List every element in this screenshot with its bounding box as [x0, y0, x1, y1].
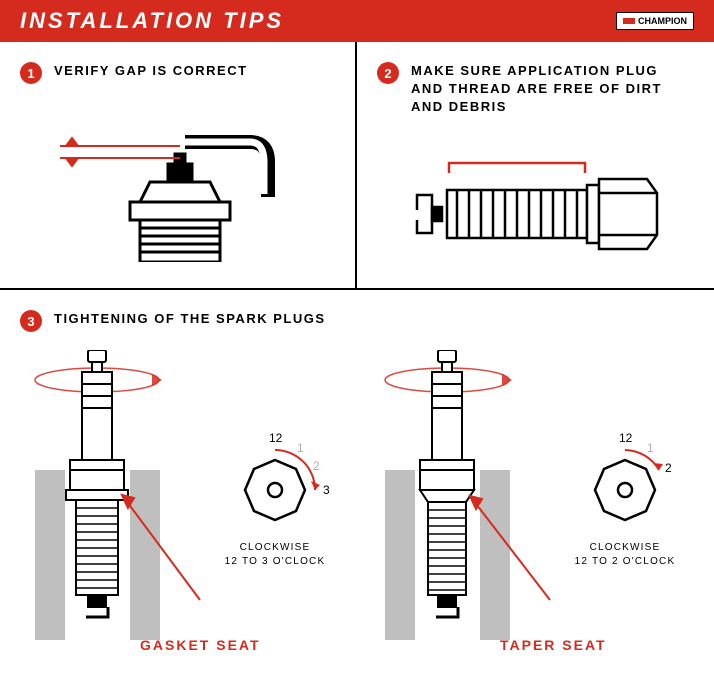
- tick-2: 2: [313, 459, 320, 473]
- page-title: INSTALLATION TIPS: [20, 8, 284, 34]
- panel-step-1: 1 Verify gap is correct: [0, 42, 357, 288]
- tick-1: 1: [297, 441, 304, 455]
- top-row: 1 Verify gap is correct: [0, 42, 714, 290]
- step-number-badge: 2: [377, 62, 399, 84]
- clock-line-2: 12 TO 3 O'CLOCK: [225, 556, 326, 567]
- illustration-thread: [377, 135, 694, 295]
- tick-2: 2: [665, 461, 672, 475]
- gap-svg: [20, 102, 340, 262]
- panel-step-2: 2 Make sure application plug and thread …: [357, 42, 714, 288]
- tick-12: 12: [619, 431, 633, 445]
- tick-3: 3: [323, 483, 330, 497]
- brand-bowtie-icon: [623, 18, 635, 24]
- left-assembly: GASKET SEAT: [35, 350, 261, 653]
- step-head-2: 2 Make sure application plug and thread …: [377, 62, 694, 117]
- right-clock: 12 1 2 CLOCKWISE 12 TO 2 O'CLOCK: [575, 431, 676, 567]
- brand-badge: CHAMPION: [616, 12, 694, 30]
- seat-label-left: GASKET SEAT: [140, 637, 261, 653]
- left-clock: 12 1 2 3 CLOCKWISE 12 TO 3 O'CLOCK: [225, 431, 330, 567]
- grey-block-left: [35, 470, 65, 640]
- right-assembly: TAPER SEAT: [385, 350, 607, 653]
- header-bar: INSTALLATION TIPS CHAMPION: [0, 0, 714, 42]
- step-head-3: 3 Tightening of the spark plugs: [20, 310, 694, 332]
- clock-line-1: CLOCKWISE: [590, 542, 661, 553]
- tightening-svg: GASKET SEAT 12 1 2 3 CLOCKWISE 12 TO 3 O…: [20, 350, 694, 680]
- step-number-badge: 1: [20, 62, 42, 84]
- seat-label-right: TAPER SEAT: [500, 637, 607, 653]
- thread-svg: [377, 135, 697, 295]
- clock-line-1: CLOCKWISE: [240, 542, 311, 553]
- step-title: Verify gap is correct: [54, 62, 248, 80]
- clock-line-2: 12 TO 2 O'CLOCK: [575, 556, 676, 567]
- tick-12: 12: [269, 431, 283, 445]
- step-title: Tightening of the spark plugs: [54, 310, 326, 328]
- step-number-badge: 3: [20, 310, 42, 332]
- brand-name: CHAMPION: [638, 16, 687, 26]
- grey-block-right: [130, 470, 160, 640]
- illustration-gap: [20, 102, 335, 262]
- step-head-1: 1 Verify gap is correct: [20, 62, 335, 84]
- step-title: Make sure application plug and thread ar…: [411, 62, 694, 117]
- tick-1: 1: [647, 441, 654, 455]
- panel-step-3: 3 Tightening of the spark plugs: [0, 290, 714, 698]
